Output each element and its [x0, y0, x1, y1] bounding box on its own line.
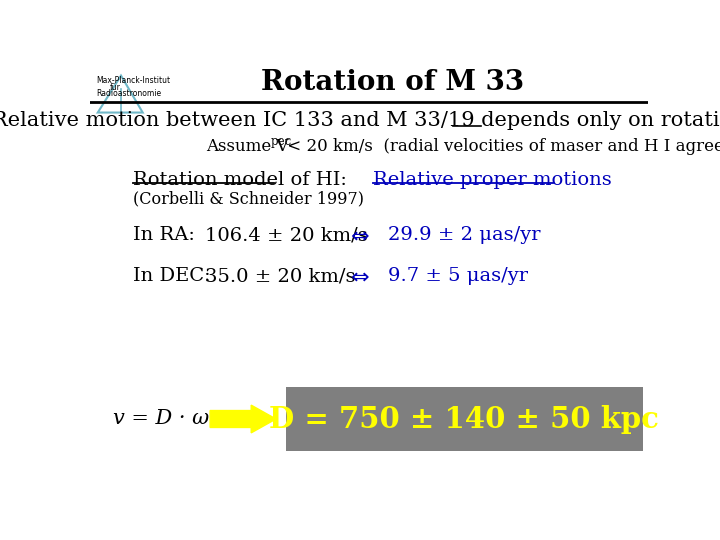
Text: Relative proper motions: Relative proper motions — [373, 171, 611, 189]
Text: Assume V: Assume V — [206, 138, 289, 155]
Text: Relative motion between IC 133 and M 33/19 depends only on rotation: Relative motion between IC 133 and M 33/… — [0, 111, 720, 130]
Text: 9.7 ± 5 μas/yr: 9.7 ± 5 μas/yr — [388, 267, 528, 285]
Text: D = 750 ± 140 ± 50 kpc: D = 750 ± 140 ± 50 kpc — [269, 404, 660, 434]
Text: ⇔: ⇔ — [351, 267, 369, 287]
Text: pec: pec — [271, 135, 292, 148]
Text: Rotation model of HI:: Rotation model of HI: — [132, 171, 346, 189]
Text: 106.4 ± 20 km/s: 106.4 ± 20 km/s — [204, 226, 367, 245]
Text: In DEC:: In DEC: — [132, 267, 210, 285]
Text: ⇔: ⇔ — [351, 226, 369, 246]
Text: 29.9 ± 2 μas/yr: 29.9 ± 2 μas/yr — [388, 226, 541, 245]
Text: 35.0 ± 20 km/s: 35.0 ± 20 km/s — [204, 267, 355, 285]
Text: < 20 km/s  (radial velocities of maser and H I agree): < 20 km/s (radial velocities of maser an… — [282, 138, 720, 155]
FancyBboxPatch shape — [286, 387, 642, 450]
Text: v = D · ω: v = D · ω — [113, 409, 210, 429]
Text: Rotation of M 33: Rotation of M 33 — [261, 70, 524, 97]
Text: Max-Planck-Institut: Max-Planck-Institut — [96, 76, 171, 85]
Text: (Corbelli & Schneider 1997): (Corbelli & Schneider 1997) — [132, 190, 364, 207]
Text: Radioastronomie: Radioastronomie — [96, 90, 161, 98]
Text: In RA:: In RA: — [132, 226, 194, 245]
FancyArrow shape — [210, 405, 276, 433]
Text: für: für — [110, 83, 121, 91]
